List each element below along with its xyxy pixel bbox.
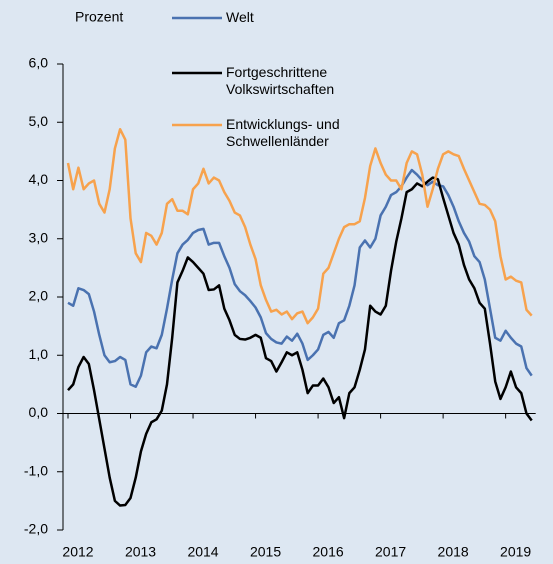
y-tick-label: -2,0 [24, 521, 48, 537]
y-tick-label: 0,0 [29, 404, 49, 420]
x-tick-label: 2018 [438, 544, 469, 560]
series-line [67, 176, 533, 507]
y-tick-label: 3,0 [29, 229, 49, 245]
x-tick-label: 2014 [187, 544, 218, 560]
y-tick-label: -1,0 [24, 462, 48, 478]
legend-label: Entwicklungs- und Schwellenländer [226, 116, 340, 149]
legend-label: Fortgeschrittene Volkswirtschaften [226, 64, 335, 97]
x-tick-label: 2015 [250, 544, 281, 560]
x-tick-label: 2013 [125, 544, 156, 560]
y-tick-label: 5,0 [29, 113, 49, 129]
x-tick-label: 2012 [62, 544, 93, 560]
x-tick-label: 2019 [500, 544, 531, 560]
y-tick-label: 4,0 [29, 171, 49, 187]
y-axis-label: Prozent [75, 9, 123, 25]
series-line [66, 127, 533, 325]
series-line [67, 168, 533, 388]
y-tick-label: 6,0 [29, 55, 49, 71]
y-tick-label: 2,0 [29, 288, 49, 304]
x-tick-label: 2017 [375, 544, 406, 560]
x-tick-label: 2016 [313, 544, 344, 560]
legend-label: Welt [226, 9, 254, 25]
y-tick-label: 1,0 [29, 346, 49, 362]
